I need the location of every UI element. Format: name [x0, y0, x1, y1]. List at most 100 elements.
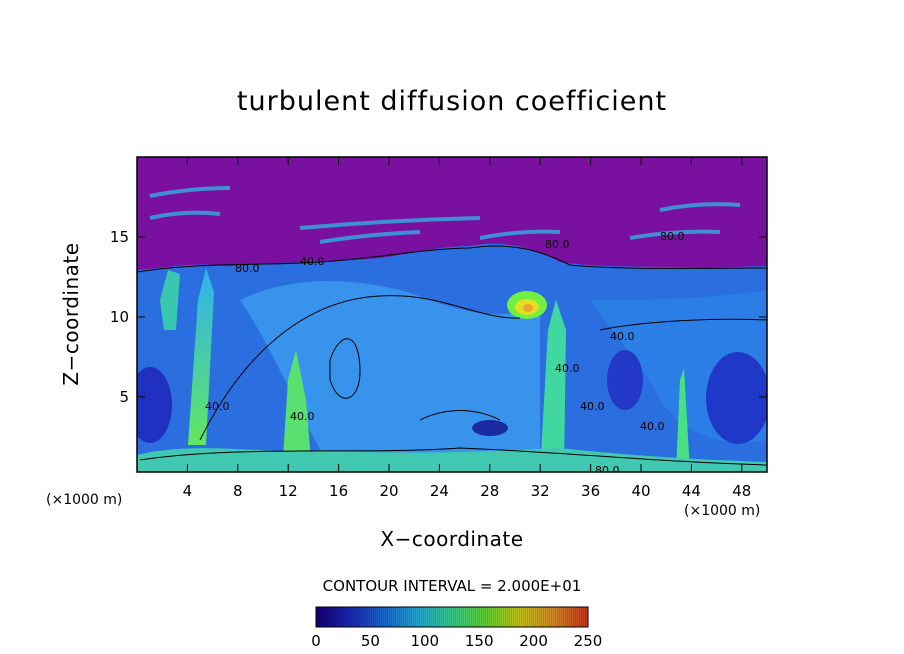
colorbar-stripe — [537, 606, 541, 628]
colorbar-stripe — [461, 606, 465, 628]
colorbar-stripe — [465, 606, 469, 628]
colorbar-stripe — [375, 606, 379, 628]
colorbar-stripe — [565, 606, 569, 628]
x-tick-label: 40 — [631, 482, 650, 500]
colorbar-stripe — [441, 606, 445, 628]
x-tick-label: 4 — [183, 482, 193, 500]
colorbar-stripe — [579, 606, 583, 628]
colorbar-stripe — [327, 606, 331, 628]
plume — [540, 300, 566, 472]
colorbar-stripe — [397, 606, 401, 628]
colorbar-stripe — [381, 606, 385, 628]
colorbar-stripe — [551, 606, 555, 628]
z-unit-label: (×1000 m) — [46, 492, 123, 508]
contour-line — [199, 295, 521, 441]
colorbar-stripe — [443, 606, 447, 628]
plot-frame — [136, 156, 768, 473]
colorbar-stripe — [469, 606, 473, 628]
colorbar-stripe — [331, 606, 335, 628]
colorbar-stripe — [571, 606, 575, 628]
y-axis-label: Z−coordinate — [59, 242, 83, 386]
x-tick-label: 24 — [430, 482, 449, 500]
colorbar-stripe — [545, 606, 549, 628]
upper-streak — [479, 229, 561, 240]
colorbar-stripe — [481, 606, 485, 628]
colorbar-stripe — [369, 606, 373, 628]
contour-label: 80.0 — [595, 464, 620, 477]
colorbar-stripe — [409, 606, 413, 628]
plume — [188, 268, 214, 445]
boundary-layer — [137, 448, 767, 472]
colorbar-stripe — [395, 606, 399, 628]
colorbar: 0 50 100 150 200 250 — [311, 606, 603, 650]
colorbar-stripe — [555, 606, 559, 628]
colorbar-stripe — [577, 606, 581, 628]
x-axis-label: X−coordinate — [380, 527, 524, 551]
colorbar-frame — [315, 606, 589, 628]
x-tick-label: 44 — [682, 482, 701, 500]
colorbar-stripe — [329, 606, 333, 628]
colorbar-stripe — [475, 606, 479, 628]
colorbar-stripe — [547, 606, 551, 628]
colorbar-stripe — [379, 606, 383, 628]
colorbar-stripe — [339, 606, 343, 628]
colorbar-stripe — [345, 606, 349, 628]
x-tick-label: 8 — [233, 482, 243, 500]
upper-streak — [149, 210, 221, 220]
colorbar-stripe — [499, 606, 503, 628]
x-tick-label: 36 — [581, 482, 600, 500]
colorbar-stripe — [557, 606, 561, 628]
colorbar-stripe — [445, 606, 449, 628]
colorbar-stripe — [337, 606, 341, 628]
colorbar-stripe — [407, 606, 411, 628]
contour-line — [329, 338, 361, 399]
colorbar-stripe — [473, 606, 477, 628]
colorbar-stripe — [431, 606, 435, 628]
colorbar-tick-label: 150 — [465, 632, 494, 650]
low-value-pocket — [137, 367, 172, 443]
colorbar-tick-label: 200 — [519, 632, 548, 650]
colorbar-stripe — [417, 606, 421, 628]
colorbar-stripe — [447, 606, 451, 628]
colorbar-stripe — [509, 606, 513, 628]
colorbar-stripe — [521, 606, 525, 628]
colorbar-stripe — [467, 606, 471, 628]
colorbar-stripe — [515, 606, 519, 628]
colorbar-stripe — [389, 606, 393, 628]
colorbar-stripe — [479, 606, 483, 628]
colorbar-stripe — [553, 606, 557, 628]
colorbar-stripe — [511, 606, 515, 628]
colorbar-stripe — [335, 606, 339, 628]
colorbar-stripe — [399, 606, 403, 628]
colorbar-stripe — [449, 606, 453, 628]
upper-streak — [299, 216, 481, 230]
colorbar-stripe — [403, 606, 407, 628]
colorbar-stripe — [483, 606, 487, 628]
contour-label: 40.0 — [555, 362, 580, 375]
colorbar-stripe — [343, 606, 347, 628]
colorbar-stripe — [561, 606, 565, 628]
colorbar-stripe — [575, 606, 579, 628]
colorbar-tick-label: 250 — [574, 632, 603, 650]
contour-label: 80.0 — [660, 230, 685, 243]
contour-line — [139, 447, 767, 466]
colorbar-stripe — [437, 606, 441, 628]
contour-line — [419, 410, 501, 421]
plume — [676, 368, 690, 472]
colorbar-stripe — [419, 606, 423, 628]
colorbar-stripe — [523, 606, 527, 628]
colorbar-stripe — [527, 606, 531, 628]
colorbar-stripe — [535, 606, 539, 628]
low-value-pocket — [706, 352, 767, 444]
colorbar-stripe — [497, 606, 501, 628]
colorbar-stripe — [359, 606, 363, 628]
colorbar-stripe — [323, 606, 327, 628]
upper-streak — [629, 229, 721, 240]
colorbar-stripe — [529, 606, 533, 628]
colorbar-stripe — [477, 606, 481, 628]
upper-streak — [659, 202, 741, 212]
colorbar-stripe — [351, 606, 355, 628]
hot-core — [523, 304, 533, 312]
colorbar-stripe — [365, 606, 369, 628]
colorbar-stripe — [321, 606, 325, 628]
